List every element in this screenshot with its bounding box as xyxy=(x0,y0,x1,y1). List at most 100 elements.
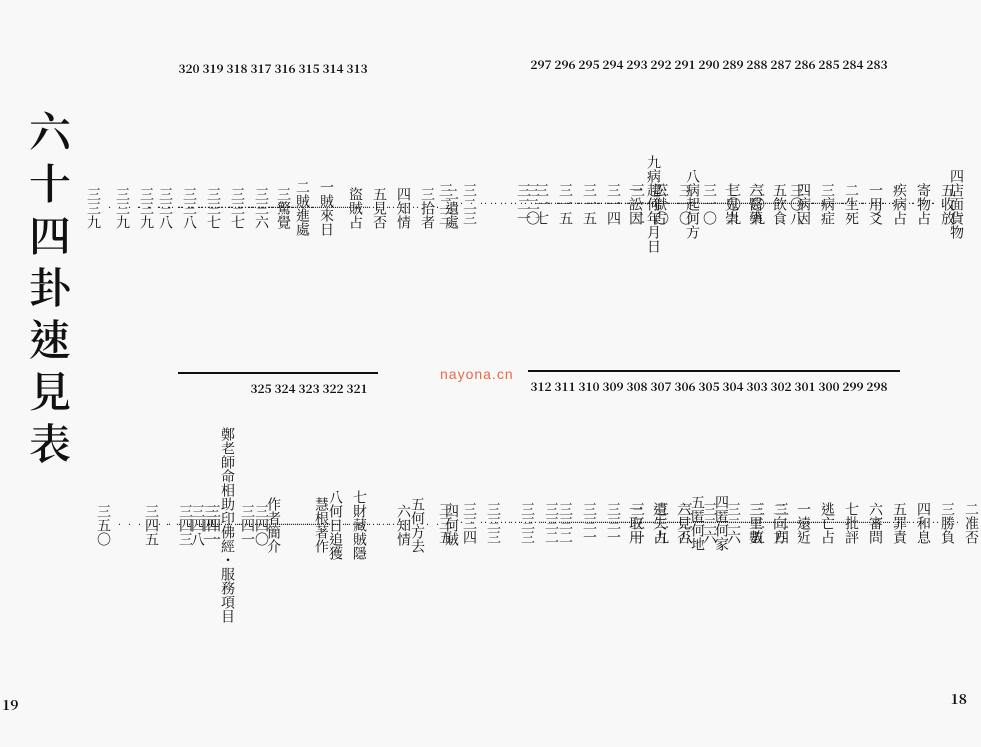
toc-entry-page: 三二八 xyxy=(676,502,696,544)
toc-leader: · · · · · · · · · · · · · · · · · xyxy=(272,519,442,531)
toc-entry-page: 三二六 xyxy=(700,502,720,544)
toc-entry-page: 三三二 xyxy=(556,502,576,544)
toc-entry-page: 三三六 xyxy=(252,187,272,229)
toc-entry-number: 287 xyxy=(770,56,791,73)
toc-entry-page: 三四三 xyxy=(176,504,196,546)
toc-entry-body: 二遺處· · · · · · · · · · · · · · · · ·三三六 xyxy=(252,83,462,333)
toc-entry-page: 三五〇 xyxy=(94,504,114,546)
toc-entry-number: 290 xyxy=(698,56,719,73)
toc-entry-number: 312 xyxy=(530,378,551,395)
toc-leader: · · · · · · · · · · · · · · · · · xyxy=(792,517,962,529)
toc-entry-page: 三一二 xyxy=(628,183,648,225)
toc-entry-number: 303 xyxy=(746,378,767,395)
toc-entry-page: 三四五 xyxy=(142,504,162,546)
toc-entry-page: 三一五 xyxy=(580,183,600,225)
toc-entry-number: 283 xyxy=(866,56,887,73)
toc-entry-page: 三三四 xyxy=(460,502,480,544)
watermark: nayona.cn xyxy=(440,366,514,382)
toc-entry-number: 317 xyxy=(250,60,271,77)
toc-columns: 321四何賊· · · · · · · · · · · · · · · · ·三… xyxy=(178,380,368,647)
toc-entry-number: 300 xyxy=(818,378,839,395)
toc-entry-page: 三三一 xyxy=(580,502,600,544)
toc-entry-number: 304 xyxy=(722,378,743,395)
toc-entry-page: 三三九 xyxy=(137,187,157,229)
toc-entry-number: 319 xyxy=(202,60,223,77)
page-number-right: 18 xyxy=(951,689,968,709)
toc-entry-number: 301 xyxy=(794,378,815,395)
toc-entry-number: 289 xyxy=(722,56,743,73)
toc-entry-number: 293 xyxy=(626,56,647,73)
toc-entry-number: 320 xyxy=(178,60,199,77)
toc-entry-number: 309 xyxy=(602,378,623,395)
toc-entry-body: 四何賊· · · · · · · · · · · · · · · · ·三四〇 xyxy=(252,403,462,647)
toc-entry: 298二准否· · · · · · · · · · · · · · · · ·三… xyxy=(866,378,888,645)
toc-entry-number: 322 xyxy=(322,380,343,397)
page-title-vertical: 六十四卦速見表 xyxy=(20,110,80,474)
toc-columns: 283四店面貨物· · · · · · · · · · · · · ·三〇八28… xyxy=(530,56,888,329)
toc-entry-page: 三一〇 xyxy=(700,183,720,225)
toc-entry-page: 三三一 xyxy=(628,502,648,544)
toc-entry-number: 316 xyxy=(274,60,295,77)
toc-entry-number: 297 xyxy=(530,56,551,73)
toc-entry-page: 三三七 xyxy=(204,187,224,229)
toc-entry-number: 288 xyxy=(746,56,767,73)
toc-entry-number xyxy=(187,380,190,397)
toc-entry-page: 三二九 xyxy=(652,502,672,544)
toc-entry-page: 三三一 xyxy=(604,502,624,544)
toc-entry-number: 313 xyxy=(346,60,367,77)
toc-columns: 313二遺處· · · · · · · · · · · · · · · · ·三… xyxy=(178,60,368,333)
toc-entry-number: 299 xyxy=(842,378,863,395)
page-right: nayona.cn 283四店面貨物· · · · · · · · · · · … xyxy=(440,0,981,747)
toc-entry-page: 三二三 xyxy=(436,183,456,225)
toc-entry-number: 323 xyxy=(298,380,319,397)
toc-entry-number: 315 xyxy=(298,60,319,77)
toc-entry: 321四何賊· · · · · · · · · · · · · · · · ·三… xyxy=(346,380,368,647)
page-number-left: 19 xyxy=(2,695,19,715)
toc-entry-body: 四店面貨物· · · · · · · · · · · · · ·三〇八 xyxy=(787,79,967,329)
toc-entry-page: 三一四 xyxy=(604,183,624,225)
toc-entry-number: 306 xyxy=(674,378,695,395)
toc-entry-page: 三〇九 xyxy=(748,183,768,225)
toc-entry-page: 三二三 xyxy=(460,183,480,225)
toc-entry-number: 284 xyxy=(842,56,863,73)
toc-entry-page: 三四〇 xyxy=(252,504,272,546)
toc-section-right-top: 283四店面貨物· · · · · · · · · · · · · ·三〇八28… xyxy=(530,56,888,329)
toc-entry-number: 305 xyxy=(698,378,719,395)
toc-entry-number: 295 xyxy=(578,56,599,73)
toc-entry-page: 三四一 xyxy=(204,504,224,546)
toc-entry-page: 三一〇 xyxy=(652,183,672,225)
toc-entry-page: 三一七 xyxy=(532,183,552,225)
toc-entry-number: 318 xyxy=(226,60,247,77)
spread: 六十四卦速見表 313二遺處· · · · · · · · · · · · · … xyxy=(0,0,981,747)
toc-entry-page: 三三八 xyxy=(180,187,200,229)
toc-leader: · · · · · · · · · · · · · · xyxy=(807,198,947,210)
toc-entry-page: 三二五 xyxy=(748,502,768,544)
toc-entry-page: 三一〇 xyxy=(676,183,696,225)
toc-entry-page: 三三八 xyxy=(156,187,176,229)
toc-entry-label: 四店面貨物 xyxy=(947,169,967,239)
toc-entry-number: 308 xyxy=(626,378,647,395)
toc-section-left-bottom: 321四何賊· · · · · · · · · · · · · · · · ·三… xyxy=(178,380,368,647)
toc-entry-number xyxy=(211,380,214,397)
toc-entry-page: 三三七 xyxy=(228,187,248,229)
toc-entry-number: 324 xyxy=(274,380,295,397)
toc-leader: · · · · · · · · · · · · · · · · · xyxy=(272,202,442,214)
toc-entry-number: 311 xyxy=(554,378,575,395)
toc-entry-page: 三三三 xyxy=(484,502,504,544)
toc-entry-page: 三三九 xyxy=(84,187,104,229)
toc-columns: 298二准否· · · · · · · · · · · · · · · · ·三… xyxy=(530,378,888,645)
toc-entry-page: 三二四 xyxy=(772,502,792,544)
toc-entry-number: 302 xyxy=(770,378,791,395)
toc-entry-body: 二准否· · · · · · · · · · · · · · · · ·三二四 xyxy=(772,401,981,645)
toc-entry-number: 292 xyxy=(650,56,671,73)
toc-entry-number xyxy=(235,380,238,397)
toc-entry-page: 三〇九 xyxy=(724,183,744,225)
toc-entry-number: 321 xyxy=(346,380,367,397)
toc-entry-number: 310 xyxy=(578,378,599,395)
toc-section-left-top: 313二遺處· · · · · · · · · · · · · · · · ·三… xyxy=(178,60,368,333)
toc-entry-page: 三一五 xyxy=(556,183,576,225)
toc-entry: 313二遺處· · · · · · · · · · · · · · · · ·三… xyxy=(346,60,368,333)
toc-entry-number: 285 xyxy=(818,56,839,73)
toc-entry-label: 二准否 xyxy=(962,502,981,544)
watermark-text: nayona.cn xyxy=(440,366,514,382)
